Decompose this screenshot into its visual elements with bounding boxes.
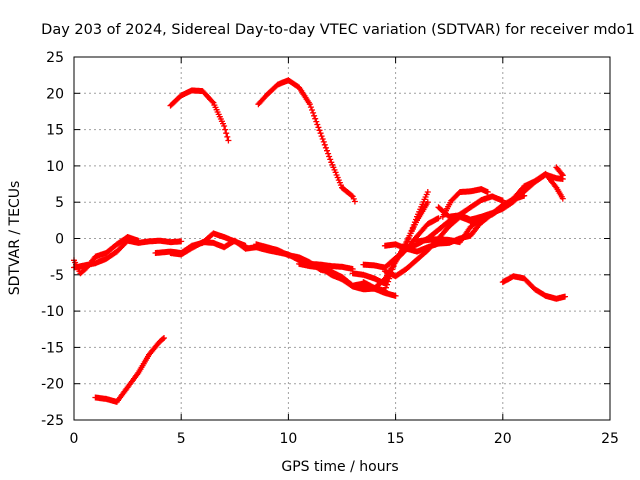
x-axis-label: GPS time / hours — [281, 459, 398, 475]
data-series-arc-2 — [255, 77, 358, 205]
x-tick-label: 5 — [177, 431, 186, 447]
y-tick-label: -25 — [41, 413, 64, 429]
data-series-arc-18 — [553, 164, 566, 179]
y-tick-label: 20 — [46, 86, 64, 102]
data-points — [553, 164, 566, 179]
data-series-arc-3 — [92, 335, 167, 405]
data-points — [92, 335, 167, 405]
x-tick-label: 0 — [70, 431, 79, 447]
y-tick-label: 0 — [55, 232, 64, 248]
y-tick-label: -20 — [41, 377, 64, 393]
y-axis-label: SDTVAR / TECUs — [7, 181, 23, 296]
plot-frame — [73, 56, 611, 421]
data-points — [439, 186, 491, 220]
y-tick-label: -10 — [41, 304, 64, 320]
y-tick-label: -15 — [41, 340, 64, 356]
data-points — [414, 170, 566, 246]
y-tick-label: 5 — [55, 195, 64, 211]
y-tick-label: 25 — [46, 50, 64, 66]
data-points — [71, 234, 142, 277]
x-tick-label: 20 — [494, 431, 512, 447]
chart-title: Day 203 of 2024, Sidereal Day-to-day VTE… — [41, 22, 635, 38]
data-series-arc-1 — [167, 87, 232, 144]
y-tick-label: 15 — [46, 123, 64, 139]
x-tick-label: 15 — [387, 431, 405, 447]
data-series-arc-17 — [414, 170, 566, 246]
data-series — [71, 77, 568, 405]
data-series-arc-19 — [499, 273, 568, 302]
data-points — [167, 87, 232, 144]
x-tick-label: 10 — [279, 431, 297, 447]
data-points — [255, 77, 358, 205]
y-tick-label: -5 — [50, 268, 64, 284]
data-series-arc-16 — [439, 186, 491, 220]
data-points — [499, 273, 568, 302]
y-tick-label: 10 — [46, 159, 64, 175]
x-tick-label: 25 — [601, 431, 619, 447]
data-series-arc-5 — [71, 234, 142, 277]
